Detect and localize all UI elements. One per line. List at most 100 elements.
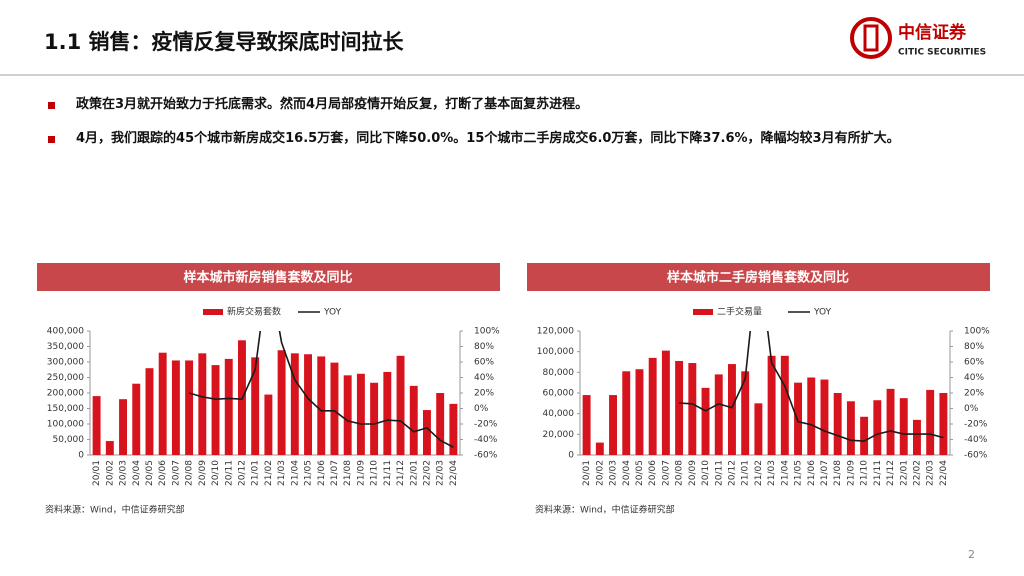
- x-tick-label: 20/08: [185, 460, 195, 486]
- bar: [582, 395, 591, 455]
- y2-tick-label: 100%: [474, 327, 500, 337]
- x-tick-label: 20/02: [105, 460, 115, 486]
- x-tick-label: 20/05: [635, 460, 645, 486]
- bar: [145, 368, 154, 455]
- y2-tick-label: 20%: [474, 389, 494, 399]
- x-tick-label: 20/09: [688, 460, 698, 486]
- bar: [846, 401, 855, 455]
- bullet: 4月，我们跟踪的45个城市新房成交16.5万套，同比下降50.0%。15个城市二…: [48, 128, 998, 150]
- x-tick-label: 21/12: [396, 460, 406, 486]
- bar: [277, 350, 286, 455]
- bar: [171, 360, 180, 455]
- bar: [356, 373, 365, 455]
- bar: [661, 350, 670, 455]
- y-tick-label: 0: [78, 451, 84, 461]
- x-tick-label: 20/11: [714, 460, 724, 486]
- x-tick-label: 21/08: [343, 460, 353, 486]
- bar: [820, 379, 829, 455]
- bar: [304, 354, 312, 455]
- x-tick-label: 21/02: [264, 460, 274, 486]
- legend-label: 新房交易套数: [227, 306, 281, 318]
- x-tick-label: 21/11: [873, 460, 883, 486]
- chart-title-bar: [527, 263, 990, 291]
- x-tick-label: 20/12: [237, 460, 247, 486]
- x-tick-label: 20/06: [158, 460, 168, 486]
- x-tick-label: 21/09: [846, 460, 856, 486]
- x-tick-label: 20/03: [119, 460, 129, 486]
- bar: [595, 442, 604, 455]
- y-tick-label: 50,000: [53, 435, 85, 445]
- y2-tick-label: -20%: [474, 420, 498, 430]
- x-tick-label: 20/06: [648, 460, 658, 486]
- y-tick-label: 120,000: [537, 327, 574, 337]
- bar: [675, 360, 684, 455]
- bar: [290, 353, 299, 455]
- y-tick-label: 350,000: [47, 342, 84, 352]
- y-tick-label: 250,000: [47, 373, 84, 383]
- bar: [119, 399, 127, 455]
- x-tick-label: 22/04: [449, 460, 459, 486]
- bar: [767, 355, 776, 455]
- bar: [436, 393, 445, 455]
- bar: [224, 358, 233, 455]
- logo-mark: [863, 24, 879, 52]
- y-tick-label: 150,000: [47, 404, 84, 414]
- bar: [383, 371, 392, 455]
- x-tick-label: 22/02: [422, 460, 432, 486]
- x-tick-label: 21/03: [767, 460, 777, 486]
- x-tick-label: 22/03: [926, 460, 936, 486]
- x-tick-label: 22/01: [899, 460, 909, 486]
- x-tick-label: 21/06: [317, 460, 327, 486]
- bullet-text: 4月，我们跟踪的45个城市新房成交16.5万套，同比下降50.0%。15个城市二…: [76, 131, 900, 146]
- bar: [913, 419, 921, 455]
- bar: [105, 441, 114, 455]
- page-number: 2: [968, 548, 975, 561]
- bar: [211, 365, 220, 455]
- y-tick-label: 80,000: [543, 368, 575, 378]
- bar: [158, 352, 167, 455]
- bar: [728, 364, 736, 455]
- x-tick-label: 22/02: [912, 460, 922, 486]
- bar: [780, 355, 789, 455]
- x-tick-label: 21/07: [330, 460, 340, 486]
- bar: [754, 403, 763, 455]
- x-tick-label: 20/04: [622, 460, 632, 486]
- logo-cn: 中信证券: [898, 22, 967, 43]
- bar: [794, 382, 802, 455]
- charts: 样本城市新房销售套数及同比 0 50,000 100,000 150,000 200,00…: [37, 263, 990, 516]
- x-tick-label: 20/10: [211, 460, 221, 486]
- x-tick-label: 21/04: [780, 460, 790, 486]
- x-tick-label: 20/04: [132, 460, 142, 486]
- bar: [251, 357, 260, 455]
- x-tick-label: 21/05: [304, 460, 314, 486]
- y2-tick-label: 100%: [964, 327, 990, 337]
- bar: [343, 375, 352, 455]
- x-tick-label: 21/02: [754, 460, 764, 486]
- x-tick-label: 20/12: [727, 460, 737, 486]
- bar: [622, 371, 631, 455]
- bar: [701, 387, 710, 455]
- x-tick-label: 20/10: [701, 460, 711, 486]
- bar: [449, 403, 458, 455]
- bar: [886, 388, 895, 455]
- x-tick-label: 20/07: [171, 460, 181, 486]
- bar: [396, 355, 405, 455]
- x-tick-label: 21/05: [794, 460, 804, 486]
- bar: [741, 371, 750, 455]
- bullet-text: 政策在3月就开始致力于托底需求。然而4月局部疫情开始反复，打断了基本面复苏进程。: [76, 97, 589, 112]
- x-tick-label: 21/07: [820, 460, 830, 486]
- legend-swatch: [693, 309, 713, 315]
- x-tick-label: 22/04: [939, 460, 949, 486]
- x-tick-label: 21/10: [860, 460, 870, 486]
- x-tick-label: 21/10: [370, 460, 380, 486]
- bar: [92, 396, 101, 455]
- legend-swatch: [203, 309, 223, 315]
- bar: [939, 393, 948, 455]
- x-tick-label: 21/01: [251, 460, 261, 486]
- x-tick-label: 20/08: [675, 460, 685, 486]
- x-tick-label: 21/09: [356, 460, 366, 486]
- x-tick-label: 20/09: [198, 460, 208, 486]
- y-tick-label: 400,000: [47, 327, 84, 337]
- y-tick-label: 200,000: [47, 389, 84, 399]
